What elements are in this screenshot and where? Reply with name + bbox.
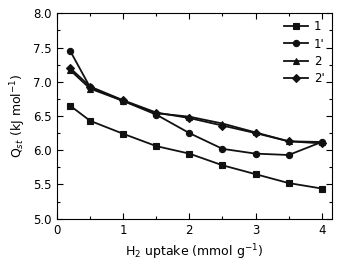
Y-axis label: Q$_{st}$ (kJ mol$^{-1}$): Q$_{st}$ (kJ mol$^{-1}$) xyxy=(8,74,28,158)
2 xyxy=(154,112,158,115)
1 xyxy=(287,181,291,185)
1 xyxy=(121,132,125,136)
2' xyxy=(220,124,224,127)
1' xyxy=(187,131,191,135)
2 xyxy=(121,99,125,103)
Line: 1: 1 xyxy=(67,103,325,192)
2' xyxy=(68,66,72,70)
2 xyxy=(254,131,258,134)
1' xyxy=(68,49,72,53)
1 xyxy=(154,144,158,148)
2 xyxy=(88,87,92,90)
Line: 2: 2 xyxy=(67,67,325,145)
2' xyxy=(320,142,324,145)
Line: 2': 2' xyxy=(67,65,325,147)
1' xyxy=(220,147,224,150)
1' xyxy=(121,99,125,103)
Legend: 1, 1', 2, 2': 1, 1', 2, 2' xyxy=(279,16,329,90)
1 xyxy=(68,104,72,107)
2' xyxy=(187,116,191,120)
2' xyxy=(88,85,92,88)
X-axis label: H$_2$ uptake (mmol g$^{-1}$): H$_2$ uptake (mmol g$^{-1}$) xyxy=(125,242,264,262)
2' xyxy=(121,99,125,102)
1 xyxy=(220,164,224,167)
1' xyxy=(320,140,324,144)
1 xyxy=(88,119,92,122)
2' xyxy=(254,131,258,135)
2 xyxy=(220,122,224,125)
2 xyxy=(287,140,291,143)
2' xyxy=(287,140,291,143)
2' xyxy=(154,111,158,114)
1 xyxy=(320,187,324,190)
1' xyxy=(88,86,92,89)
1' xyxy=(254,152,258,155)
2 xyxy=(68,69,72,72)
2 xyxy=(320,140,324,144)
2 xyxy=(187,115,191,118)
Line: 1': 1' xyxy=(67,48,325,158)
1' xyxy=(287,153,291,157)
1 xyxy=(254,173,258,176)
1 xyxy=(187,152,191,155)
1' xyxy=(154,113,158,116)
